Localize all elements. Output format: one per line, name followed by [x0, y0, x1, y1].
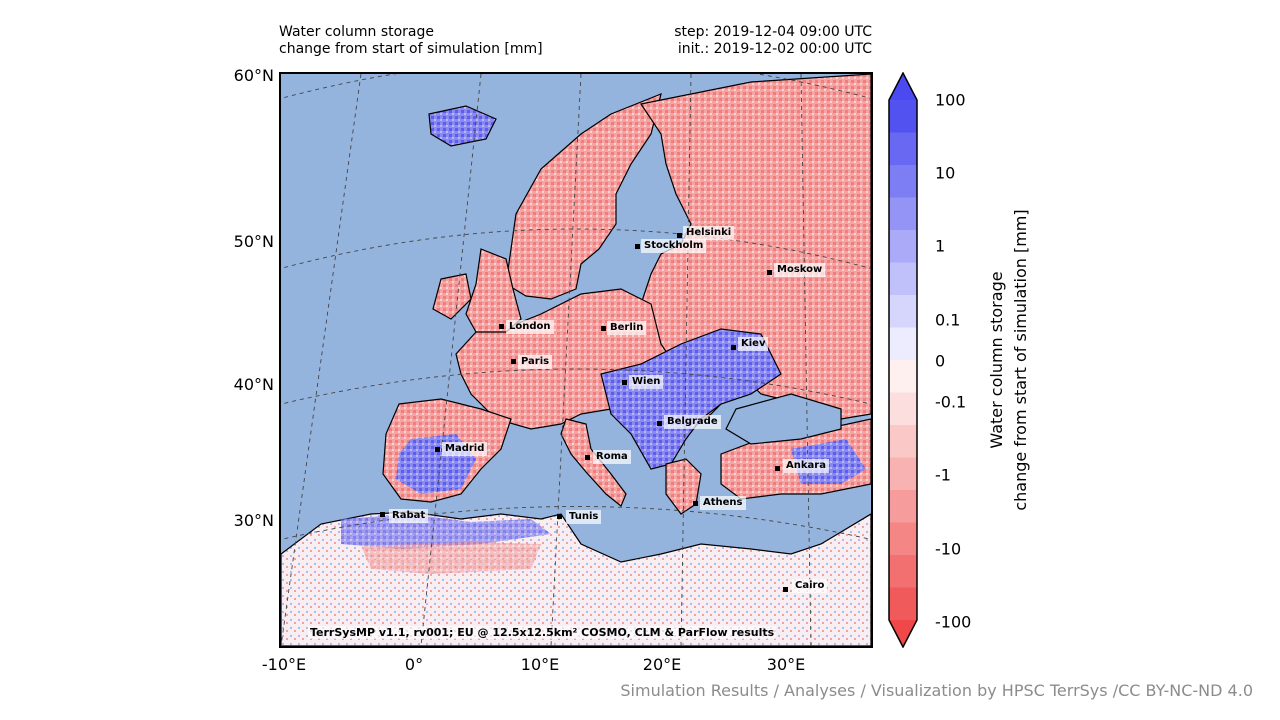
lon-tick-20: 20°E [642, 655, 682, 674]
lon-tick-0: 0° [404, 655, 424, 674]
city-dot-kiev [731, 345, 736, 350]
lon-tick-m10: -10°E [261, 655, 307, 674]
colorbar-segment [889, 197, 917, 231]
colorbar-segment [889, 100, 917, 133]
colorbar-segment [889, 360, 917, 393]
colorbar-tick-100: 100 [935, 90, 966, 110]
city-dot-london [499, 324, 504, 329]
colorbar-segment [889, 555, 917, 588]
graticule [281, 74, 871, 646]
city-label-tunis: Tunis [566, 510, 602, 524]
city-label-rabat: Rabat [389, 509, 429, 523]
land-maghreb-dry [361, 542, 541, 574]
city-dot-berlin [601, 326, 606, 331]
lon-tick-10: 10°E [520, 655, 560, 674]
time-info: step: 2019-12-04 09:00 UTC init.: 2019-1… [674, 24, 872, 57]
city-dot-cairo [783, 587, 788, 592]
map-area: TerrSysMP v1.1, rv001; EU @ 12.5x12.5km²… [279, 72, 873, 648]
map-svg [281, 74, 871, 646]
map-title: Water column storage change from start o… [279, 24, 543, 57]
land-iceland [428, 105, 497, 147]
city-dot-stockholm [635, 244, 640, 249]
colorbar-segment [889, 295, 917, 328]
colorbar-segment [889, 425, 917, 458]
city-label-stockholm: Stockholm [641, 239, 707, 253]
colorbar-segment [889, 490, 917, 523]
lat-tick-30: 30°N [233, 511, 274, 530]
colorbar-tick-0.1: 0.1 [935, 310, 961, 330]
colorbar-segment [889, 262, 917, 296]
city-label-helsinki: Helsinki [683, 226, 735, 240]
lat-tick-40: 40°N [233, 375, 274, 394]
footer-attribution: Simulation Results / Analyses / Visualiz… [620, 681, 1253, 700]
colorbar-extend-min [889, 620, 917, 647]
colorbar-segment [889, 392, 917, 426]
city-dot-moskow [767, 270, 772, 275]
colorbar [888, 72, 918, 648]
lat-tick-60: 60°N [233, 66, 274, 85]
lat-tick-50: 50°N [233, 232, 274, 251]
city-dot-madrid [435, 447, 440, 452]
city-label-athens: Athens [700, 496, 746, 510]
land-ireland [432, 273, 472, 320]
city-dot-roma [585, 455, 590, 460]
colorbar-tick-10: 10 [935, 163, 956, 183]
city-label-berlin: Berlin [607, 321, 647, 335]
city-dot-tunis [557, 514, 562, 519]
black-sea [725, 393, 842, 445]
colorbar-segment [889, 587, 917, 621]
city-label-ankara: Ankara [783, 459, 829, 473]
city-label-belgrade: Belgrade [664, 415, 721, 429]
colorbar-segment [889, 457, 917, 491]
city-label-wien: Wien [629, 375, 664, 389]
city-dot-rabat [380, 512, 385, 517]
lon-tick-30: 30°E [766, 655, 806, 674]
city-dot-paris [511, 359, 516, 364]
land-scandinavia [505, 93, 662, 300]
city-label-paris: Paris [518, 355, 553, 369]
colorbar-segment [889, 327, 917, 361]
city-label-roma: Roma [593, 450, 631, 464]
colorbar-tick-m0.1: -0.1 [935, 392, 967, 412]
city-dot-helsinki [677, 233, 682, 238]
city-dot-ankara [775, 466, 780, 471]
colorbar-tick-m1: -1 [935, 465, 951, 485]
city-label-london: London [506, 320, 554, 334]
city-dot-athens [693, 501, 698, 506]
city-label-kiev: Kiev [738, 337, 769, 351]
colorbar-tick-1: 1 [935, 236, 946, 256]
colorbar-segment [889, 165, 917, 198]
colorbar-tick-m10: -10 [935, 539, 962, 559]
colorbar-label: Water column storage change from start o… [987, 209, 1030, 511]
city-dot-belgrade [657, 421, 662, 426]
city-dot-wien [622, 380, 627, 385]
map-credit: TerrSysMP v1.1, rv001; EU @ 12.5x12.5km²… [308, 626, 777, 639]
land-balkans-wet [600, 328, 782, 470]
colorbar-extend-max [889, 73, 917, 100]
city-label-madrid: Madrid [442, 442, 488, 456]
colorbar-segment [889, 522, 917, 556]
city-label-moskow: Moskow [774, 263, 826, 277]
colorbar-segment [889, 132, 917, 166]
colorbar-tick-0: 0 [935, 351, 946, 371]
colorbar-segment [889, 230, 917, 263]
city-label-cairo: Cairo [792, 579, 828, 593]
colorbar-tick-m100: -100 [935, 612, 972, 632]
